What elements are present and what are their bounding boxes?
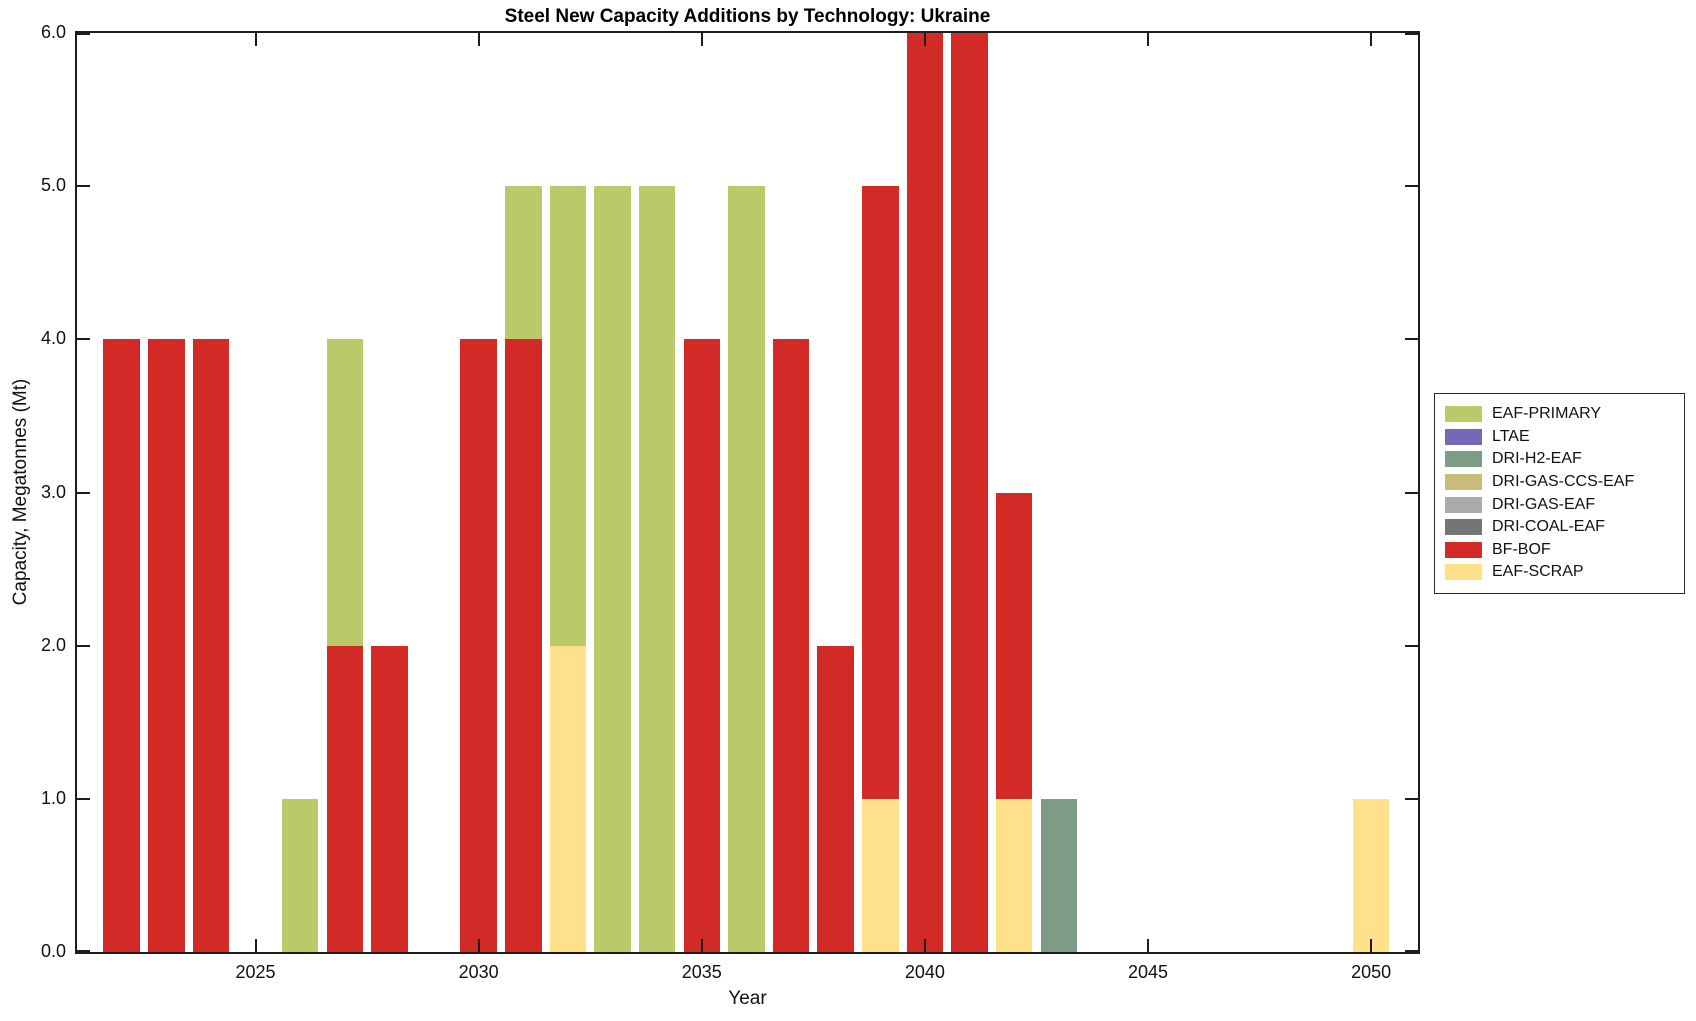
legend-item-label: EAF-PRIMARY <box>1492 405 1602 423</box>
legend-item-label: DRI-COAL-EAF <box>1492 518 1605 536</box>
legend: EAF-PRIMARY LTAE DRI-H2-EAF DRI-GAS-CCS-EAF… <box>1434 393 1685 594</box>
x-tick-label: 2025 <box>235 962 276 982</box>
y-axis-tick <box>77 185 90 188</box>
plot-area <box>75 31 1420 954</box>
legend-item-label: DRI-GAS-CCS-EAF <box>1492 473 1635 491</box>
y-tick-label: 0.0 <box>40 941 66 961</box>
bar-segment <box>906 33 944 952</box>
bar-segment <box>460 339 497 952</box>
x-tick-label: 2045 <box>1127 962 1169 982</box>
legend-item: DRI-GAS-CCS-EAF <box>1445 471 1672 494</box>
chart-title: Steel New Capacity Additions by Technolo… <box>504 6 991 27</box>
legend-color-swatch <box>1445 496 1482 513</box>
y-tick-label: 2.0 <box>40 634 66 655</box>
y-tick-label: 1.0 <box>40 787 66 808</box>
x-axis-tick <box>1370 33 1373 46</box>
x-axis-tick <box>1370 939 1373 952</box>
x-axis-tick <box>254 939 257 952</box>
x-tick-label: 2030 <box>458 962 499 982</box>
legend-item-label: LTAE <box>1492 427 1530 445</box>
bar-segment <box>995 798 1033 952</box>
bar-segment <box>281 798 319 952</box>
x-tick-label: 2050 <box>1351 962 1392 982</box>
x-axis-tick <box>700 939 703 952</box>
legend-color-swatch <box>1445 474 1482 491</box>
bar-segment <box>683 339 720 952</box>
ticks-layer <box>77 33 1418 952</box>
x-axis-tick <box>477 939 480 952</box>
bar-segment <box>326 645 363 952</box>
bar-segment <box>326 339 363 646</box>
legend-item-label: DRI-H2-EAF <box>1492 450 1582 468</box>
legend-color-swatch <box>1445 406 1482 423</box>
y-axis-tick <box>77 797 90 800</box>
bar-segment <box>1040 798 1077 952</box>
x-axis-tick <box>923 33 926 46</box>
legend-item: LTAE <box>1445 426 1672 449</box>
bar-segment <box>594 186 631 952</box>
bar-segment <box>148 339 185 952</box>
bar-segment <box>995 492 1033 799</box>
legend-color-swatch <box>1445 451 1482 468</box>
y-axis-tick <box>1405 797 1418 800</box>
bar-segment <box>505 186 542 340</box>
bar-segment <box>1352 798 1390 952</box>
legend-color-swatch <box>1445 541 1482 558</box>
x-axis-tick <box>477 33 480 46</box>
y-tick-label: 6.0 <box>40 22 66 42</box>
y-axis-tick <box>77 33 90 35</box>
y-axis-tick <box>1405 644 1418 647</box>
y-axis-label: Capacity, Megatonnes (Mt) <box>10 378 31 606</box>
legend-item: DRI-COAL-EAF <box>1445 516 1672 539</box>
x-axis-tick <box>700 33 703 46</box>
bar-segment <box>951 33 988 952</box>
bar-segment <box>862 798 899 952</box>
y-tick-label: 5.0 <box>40 175 66 196</box>
legend-item: DRI-GAS-EAF <box>1445 493 1672 516</box>
y-tick-label: 3.0 <box>40 481 66 502</box>
y-axis-tick <box>1405 950 1418 952</box>
bar-segment <box>638 186 676 952</box>
legend-item-label: DRI-GAS-EAF <box>1492 495 1596 513</box>
bar-segment <box>772 339 810 952</box>
y-axis-tick <box>77 338 90 341</box>
x-tick-label: 2035 <box>681 962 722 982</box>
bar-segment <box>505 339 542 952</box>
legend-item: EAF-SCRAP <box>1445 561 1672 584</box>
x-axis-tick <box>254 33 257 46</box>
bar-segment <box>103 339 140 952</box>
legend-item: BF-BOF <box>1445 539 1672 562</box>
y-axis-tick <box>77 491 90 494</box>
bar-segment <box>549 186 587 646</box>
bar-segment <box>192 339 230 952</box>
legend-color-swatch <box>1445 564 1482 581</box>
bar-segment <box>862 186 899 799</box>
legend-item: DRI-H2-EAF <box>1445 448 1672 471</box>
bar-segment <box>371 645 408 952</box>
bar-segment <box>817 645 854 952</box>
legend-item: EAF-PRIMARY <box>1445 403 1672 426</box>
y-axis-tick <box>1405 491 1418 494</box>
x-axis-tick <box>1147 939 1149 952</box>
legend-color-swatch <box>1445 519 1482 536</box>
legend-item-label: EAF-SCRAP <box>1492 563 1584 581</box>
x-axis-label: Year <box>728 988 767 1009</box>
legend-item-label: BF-BOF <box>1492 540 1551 558</box>
legend-color-swatch <box>1445 428 1482 445</box>
y-axis-tick <box>1405 185 1418 188</box>
bar-segment <box>549 645 587 952</box>
y-tick-label: 4.0 <box>40 328 66 349</box>
y-axis-tick <box>77 950 90 952</box>
y-axis-tick <box>1405 338 1418 341</box>
x-axis-tick <box>923 939 926 952</box>
bar-segment <box>728 186 765 952</box>
x-tick-label: 2040 <box>904 962 945 982</box>
y-axis-tick <box>77 644 90 647</box>
x-axis-tick <box>1147 33 1149 46</box>
y-axis-tick <box>1405 33 1418 35</box>
bars-layer <box>77 33 1418 952</box>
